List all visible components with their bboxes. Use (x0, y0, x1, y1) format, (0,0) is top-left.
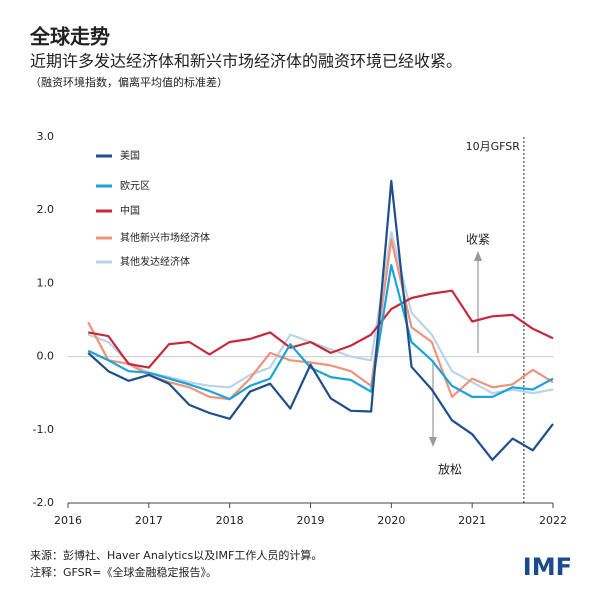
annotation-tighten: 收紧 (466, 233, 490, 247)
legend-label: 欧元区 (120, 180, 150, 192)
series-line (87, 231, 554, 395)
x-tick-label: 2016 (54, 514, 82, 527)
logo: IMF (523, 553, 572, 581)
x-tick-label: 2022 (539, 514, 567, 527)
series-line (87, 179, 554, 461)
x-tick-label: 2018 (216, 514, 244, 527)
arrow-up-head (474, 251, 482, 261)
gfsr-label: 10月GFSR (466, 140, 521, 153)
y-tick-label: 1.0 (37, 276, 55, 289)
x-tick-label: 2020 (377, 514, 405, 527)
subtitle: 近期许多发达经济体和新兴市场经济体的融资环境已经收紧。 (30, 52, 462, 71)
x-tick-label: 2017 (135, 514, 163, 527)
legend-label: 其他新兴市场经济体 (120, 231, 210, 244)
arrow-down-head (429, 437, 437, 447)
series-line (87, 264, 554, 401)
y-tick-label: 2.0 (37, 203, 55, 216)
series-line (87, 238, 554, 401)
note: （融资环境指数，偏离平均值的标准差） (30, 75, 228, 89)
legend-label: 其他发达经济体 (120, 255, 190, 268)
y-tick-label: 0.0 (37, 350, 55, 363)
footnote: 注释：GFSR=《全球金融稳定报告》。 (30, 565, 217, 579)
source: 来源：彭博社、Haver Analytics以及IMF工作人员的计算。 (30, 548, 322, 562)
y-tick-label: -2.0 (33, 496, 54, 509)
y-tick-label: 3.0 (37, 130, 55, 143)
y-tick-label: -1.0 (33, 423, 54, 436)
legend-label: 美国 (120, 149, 140, 162)
x-tick-label: 2021 (458, 514, 486, 527)
annotation-ease: 放松 (438, 462, 462, 477)
title: 全球走势 (29, 25, 110, 49)
legend-label: 中国 (120, 204, 140, 217)
x-tick-label: 2019 (297, 514, 325, 527)
series-line (88, 289, 554, 369)
